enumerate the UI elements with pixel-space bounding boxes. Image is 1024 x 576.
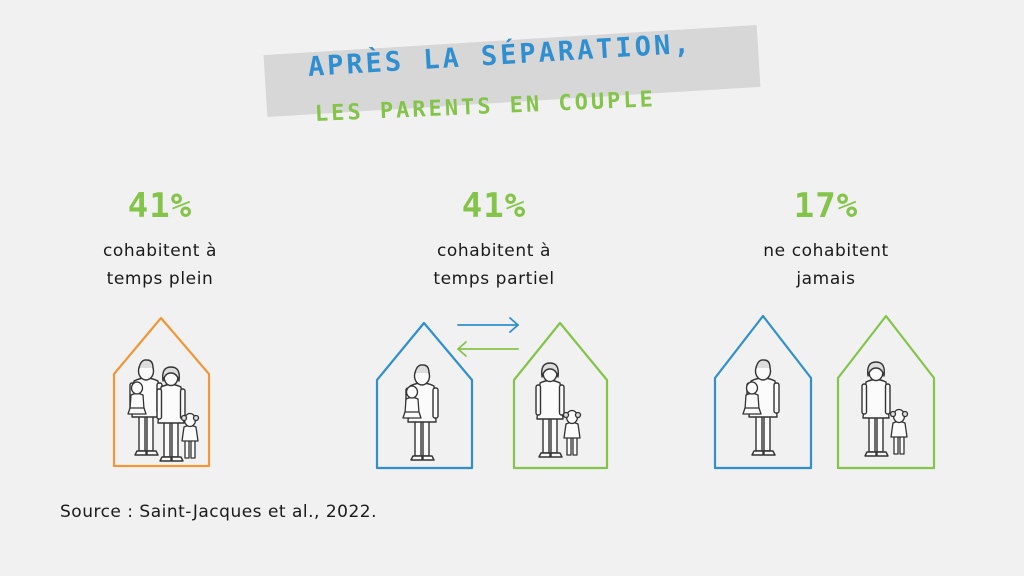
- stat-description: cohabitent à temps plein: [60, 237, 260, 293]
- stat-description-line: ne cohabitent: [763, 241, 889, 261]
- family-icon: [127, 359, 200, 462]
- stat-description: ne cohabitent jamais: [726, 237, 926, 293]
- father-child-icon: [742, 359, 780, 456]
- arrow-right-icon: [457, 317, 519, 333]
- house-icon: [512, 321, 609, 470]
- stat-percent: 41%: [461, 186, 527, 226]
- stat-description-line: temps partiel: [433, 269, 555, 289]
- stat-description-line: temps plein: [106, 269, 214, 289]
- source-citation: Source : Saint-Jacques et al., 2022.: [60, 502, 377, 522]
- mother-child-icon: [535, 362, 582, 458]
- house-icon: [836, 314, 936, 470]
- mother-child-icon: [861, 361, 909, 457]
- stat-never: 17% ne cohabitent jamais: [686, 185, 966, 293]
- father-child-icon: [402, 364, 439, 461]
- stat-description-line: cohabitent à: [102, 241, 218, 261]
- house-icon: [375, 321, 474, 470]
- stat-description-line: cohabitent à: [436, 241, 552, 261]
- stat-percent: 17%: [793, 186, 859, 226]
- house-icon: [112, 316, 211, 468]
- stat-description-line: jamais: [796, 269, 856, 289]
- arrow-left-icon: [457, 341, 519, 357]
- stat-full-time: 41% cohabitent à temps plein: [20, 185, 300, 293]
- house-icon: [713, 314, 813, 470]
- stat-percent: 41%: [127, 186, 193, 226]
- stat-part-time: 41% cohabitent à temps partiel: [354, 185, 634, 293]
- stat-description: cohabitent à temps partiel: [394, 237, 594, 293]
